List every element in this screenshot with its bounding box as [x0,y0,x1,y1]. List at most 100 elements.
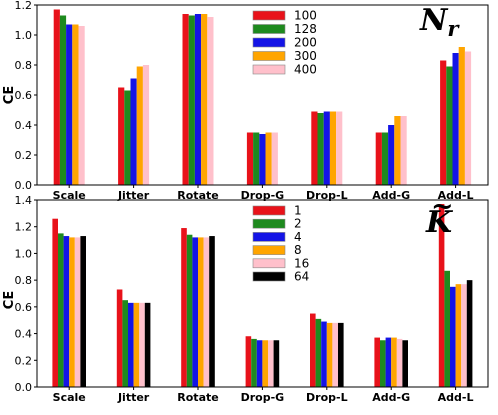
bar-scale-16 [74,237,81,387]
y-tick-label: 1.2 [15,0,33,12]
x-tick-label: Scale [53,189,86,202]
bar-rotate-300 [201,14,208,185]
bar-add-g-64 [402,340,408,387]
y-tick-label: 0.6 [15,89,33,102]
bar-jitter-300 [136,66,143,185]
bar-add-g-4 [385,337,392,387]
bar-rotate-16 [203,237,210,387]
legend-swatch-200 [252,37,286,48]
bar-jitter-400 [142,65,150,185]
bar-add-l-200 [452,53,459,185]
bar-add-l-128 [446,66,453,185]
legend-label-1: 1 [294,204,302,218]
bar-rotate-64 [209,236,215,387]
bar-scale-4 [63,236,70,387]
y-tick-label: 1.0 [15,247,33,260]
bar-drop-g-1 [245,336,252,387]
bar-add-g-16 [396,338,403,387]
x-tick-label: Add-G [372,189,410,202]
bar-rotate-4 [192,237,198,387]
bar-add-l-300 [458,47,465,185]
x-tick-label: Add-L [438,189,474,202]
bar-add-g-400 [400,116,407,185]
legend-swatch-16 [252,258,286,269]
bar-rotate-200 [194,14,202,185]
bar-scale-100 [53,9,60,185]
bar-add-l-1 [438,204,445,387]
bar-rotate-8 [198,237,204,387]
legend-label-64: 64 [294,270,309,284]
bar-jitter-8 [133,302,140,387]
bar-drop-l-128 [317,113,324,185]
bar-drop-l-64 [338,322,344,387]
bar-jitter-16 [139,302,145,387]
bar-add-g-128 [381,132,389,185]
bar-rotate-2 [186,234,193,387]
bar-drop-l-400 [336,111,343,185]
chart-k-tilde: Scale Jitter Rotate Drop-G Drop-L Add-G Add-L 0… [2,191,489,404]
bar-add-g-200 [388,125,395,185]
panel-title-accent: ~ [431,191,454,222]
bar-scale-400 [78,26,85,185]
legend-swatch-1 [252,205,286,216]
bar-scale-2 [58,233,64,387]
y-tick-label: 0.0 [15,381,33,394]
bar-drop-l-8 [326,322,333,387]
bar-add-l-16 [461,284,467,387]
bar-add-g-2 [380,340,386,387]
bar-drop-g-128 [253,132,260,185]
bar-drop-g-300 [265,132,272,185]
bar-add-l-64 [466,280,473,387]
bar-drop-l-4 [321,321,327,387]
bar-drop-g-400 [271,132,278,185]
bar-rotate-1 [181,228,187,387]
bar-drop-l-300 [329,111,337,185]
bar-add-l-400 [464,51,472,185]
legend-swatch-4 [252,232,286,242]
bar-scale-64 [80,236,86,387]
x-tick-label: Add-G [372,391,410,404]
legend-swatch-64 [252,271,286,282]
bar-drop-l-2 [315,318,322,387]
plot-frame [36,199,489,388]
legend-swatch-128 [252,24,286,34]
y-tick-label: 0.8 [15,59,33,72]
y-tick-label: 0.2 [15,149,33,162]
bar-drop-g-8 [262,340,268,387]
bar-scale-128 [59,15,67,185]
bar-drop-l-100 [311,111,318,185]
bar-add-g-300 [394,116,401,185]
bar-jitter-2 [122,300,128,387]
bar-jitter-200 [130,78,137,185]
bar-jitter-128 [124,90,131,185]
bar-scale-8 [69,237,75,387]
y-tick-label: 1.2 [15,221,33,234]
bar-drop-g-4 [256,340,263,387]
x-tick-label: Drop-L [306,189,348,202]
bar-drop-l-1 [310,313,316,387]
legend-label-200: 200 [294,36,317,50]
bar-add-g-1 [374,337,380,387]
y-tick-label: 1.4 [15,194,33,207]
panel-title: K [425,205,454,240]
bar-scale-200 [66,24,73,185]
bar-drop-l-16 [332,322,338,387]
bar-jitter-100 [118,87,125,185]
bar-add-l-2 [444,270,450,387]
legend-label-300: 300 [294,49,317,63]
legend-label-2: 2 [294,217,302,231]
x-tick-label: Rotate [177,189,218,202]
legend-swatch-300 [252,51,286,61]
y-tick-label: 1.0 [15,29,33,42]
x-tick-label: Jitter [117,189,150,202]
bar-add-l-4 [450,286,456,387]
bar-jitter-1 [116,289,123,387]
bar-drop-g-100 [246,132,254,185]
bar-drop-g-64 [273,340,280,387]
y-axis-label: CE [2,86,17,104]
legend-swatch-8 [252,245,286,255]
bar-drop-g-2 [251,338,257,387]
x-tick-label: Drop-G [241,391,285,404]
y-tick-label: 0.2 [15,354,33,367]
